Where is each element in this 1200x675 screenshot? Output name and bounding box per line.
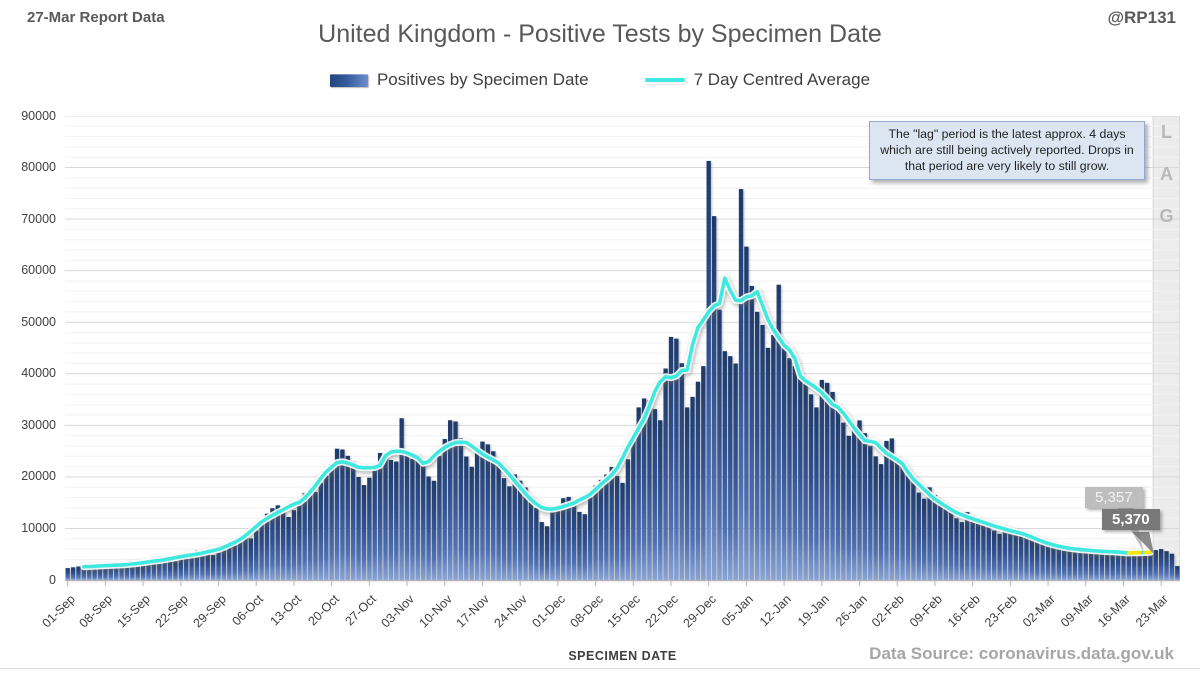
callout-5370: 5,370 — [1102, 509, 1160, 530]
callout-5357: 5,357 — [1085, 487, 1143, 508]
legend-bars-label: Positives by Specimen Date — [376, 70, 589, 89]
legend-item-bars: Positives by Specimen Date — [329, 70, 589, 90]
bar-series-swatch — [329, 73, 368, 87]
x-axis-title: SPECIMEN DATE — [568, 649, 677, 663]
legend-line-label: 7 Day Centred Average — [693, 70, 871, 89]
lag-letter: G — [1159, 206, 1174, 226]
y-tick-label: 90000 — [21, 108, 56, 123]
y-tick-label: 70000 — [21, 211, 56, 226]
report-date-label: 27-Mar Report Data — [27, 9, 165, 26]
y-tick-label: 30000 — [21, 417, 56, 432]
y-tick-label: 60000 — [21, 263, 56, 278]
legend-item-line: 7 Day Centred Average — [644, 70, 871, 90]
average-line — [80, 274, 1154, 571]
lag-band — [1153, 116, 1180, 580]
bottom-divider — [0, 668, 1200, 669]
y-tick-label: 0 — [49, 572, 56, 587]
bar-series — [65, 160, 1180, 581]
lag-letter: L — [1161, 122, 1172, 142]
lag-letter: A — [1160, 164, 1173, 184]
data-source-credit: Data Source: coronavirus.data.gov.uk — [869, 644, 1174, 663]
y-tick-label: 50000 — [21, 314, 56, 329]
legend: Positives by Specimen Date 7 Day Centred… — [0, 70, 1200, 90]
y-tick-label: 40000 — [21, 366, 56, 381]
plot-area — [65, 116, 1180, 586]
chart-title: United Kingdom - Positive Tests by Speci… — [318, 20, 882, 48]
lag-annotation-box: The "lag" period is the latest approx. 4… — [869, 121, 1145, 180]
twitter-handle: @RP131 — [1107, 8, 1176, 27]
y-tick-label: 20000 — [21, 469, 56, 484]
lag-band-label: L A G — [1153, 122, 1180, 227]
y-tick-label: 10000 — [21, 520, 56, 535]
line-series-swatch — [644, 78, 685, 82]
y-tick-label: 80000 — [21, 160, 56, 175]
